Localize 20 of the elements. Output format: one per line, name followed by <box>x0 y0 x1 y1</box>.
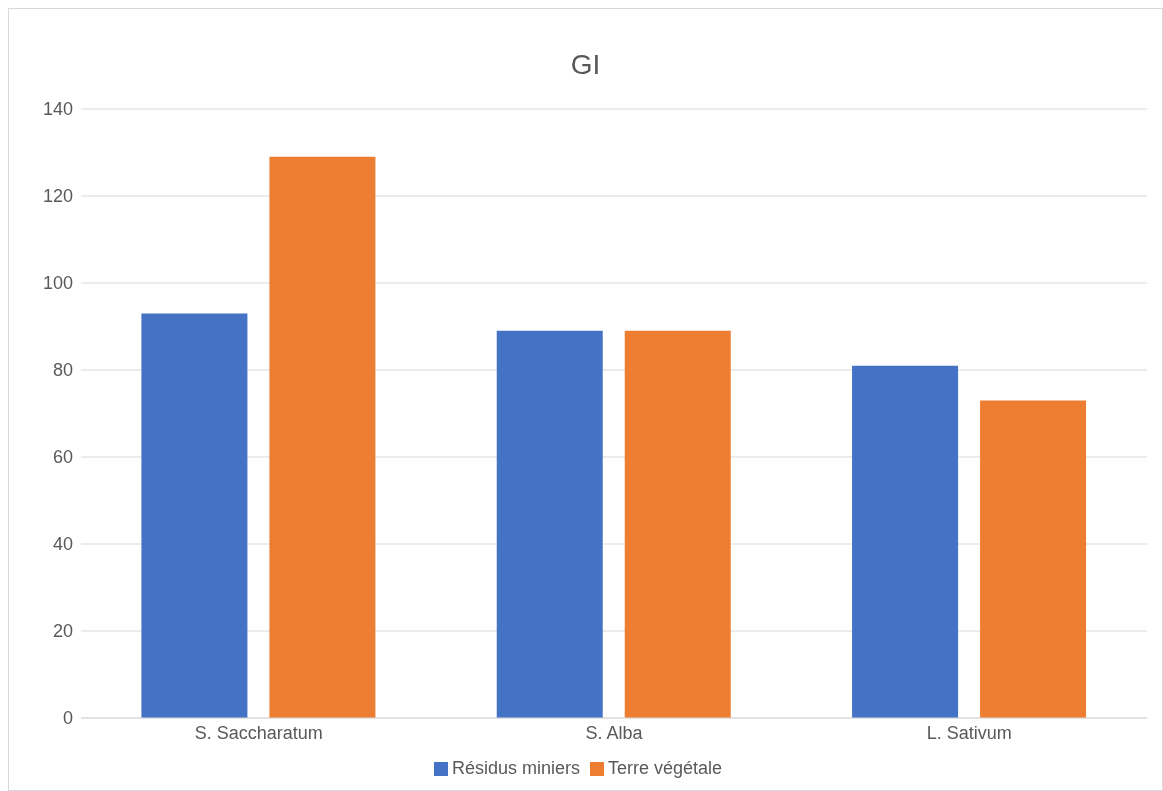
y-tick-label: 60 <box>52 447 73 468</box>
y-tick-label: 20 <box>52 621 73 642</box>
x-tick-label: L. Sativum <box>926 722 1012 743</box>
y-tick-label: 40 <box>52 534 73 555</box>
y-tick-label: 80 <box>52 360 73 381</box>
bar <box>141 313 248 718</box>
bar <box>269 156 376 718</box>
bar <box>980 400 1087 718</box>
x-tick-label: S. Saccharatum <box>194 722 323 743</box>
y-tick-label: 100 <box>42 273 73 294</box>
bar <box>852 365 959 718</box>
y-tick-label: 0 <box>62 708 73 729</box>
chart-title: GI <box>569 49 602 81</box>
y-tick-label: 140 <box>42 99 73 120</box>
legend-label: Résidus miniers <box>451 758 580 778</box>
bar <box>496 330 603 718</box>
legend-label: Terre végétale <box>607 758 723 778</box>
y-tick-label: 120 <box>42 186 73 207</box>
x-tick-label: S. Alba <box>585 722 644 743</box>
bar <box>624 330 731 718</box>
